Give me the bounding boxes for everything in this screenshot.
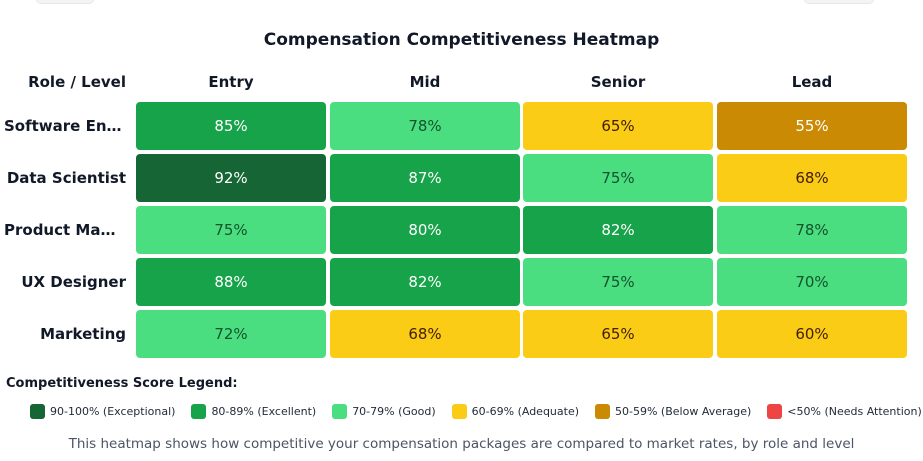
legend-label: 70-79% (Good) [352, 404, 436, 418]
legend-label: 60-69% (Adequate) [471, 404, 580, 418]
column-header-lead: Lead [791, 73, 833, 91]
heatmap-cell-product-mana-lead[interactable]: 78% [717, 206, 907, 254]
heatmap-cell-product-mana-entry[interactable]: 75% [136, 206, 326, 254]
column-header-mid: Mid [409, 73, 441, 91]
cell-value: 85% [214, 117, 248, 135]
legend-item: 60-69% (Adequate) [451, 403, 580, 419]
chart-title: Compensation Competitiveness Heatmap [263, 30, 660, 50]
heatmap-cell-data-scientist-lead[interactable]: 68% [717, 154, 907, 202]
legend-swatch [30, 403, 45, 419]
cell-value: 68% [408, 325, 442, 343]
cell-value: 80% [408, 221, 442, 239]
heatmap-cell-marketing-entry[interactable]: 72% [136, 310, 326, 358]
cell-value: 92% [214, 169, 248, 187]
cell-value: 87% [408, 169, 442, 187]
legend-item: <50% (Needs Attention) [767, 403, 922, 419]
row-label-marketing: Marketing [40, 325, 126, 343]
legend-swatch [332, 403, 348, 419]
heatmap-cell-marketing-lead[interactable]: 60% [717, 310, 907, 358]
column-header-entry: Entry [208, 73, 254, 91]
legend-label: 90-100% (Exceptional) [50, 404, 176, 418]
cell-value: 82% [408, 273, 442, 291]
heatmap-cell-ux-designer-mid[interactable]: 82% [330, 258, 520, 306]
heatmap-cell-ux-designer-entry[interactable]: 88% [136, 258, 326, 306]
legend: 90-100% (Exceptional) 80-89% (Excellent) 7… [30, 402, 923, 420]
row-label-software-engi: Software Engi... [4, 117, 126, 135]
heatmap-cell-product-mana-senior[interactable]: 82% [523, 206, 713, 254]
cell-value: 75% [214, 221, 248, 239]
cell-value: 72% [214, 325, 248, 343]
heatmap-cell-data-scientist-entry[interactable]: 92% [136, 154, 326, 202]
legend-item: 90-100% (Exceptional) [30, 403, 176, 419]
cell-value: 65% [601, 117, 635, 135]
cell-value: 75% [601, 273, 635, 291]
cell-value: 78% [795, 221, 829, 239]
heatmap-cell-ux-designer-senior[interactable]: 75% [523, 258, 713, 306]
top-right-control-edge [804, 0, 874, 4]
row-label-ux-designer: UX Designer [21, 273, 126, 291]
heatmap-cell-marketing-senior[interactable]: 65% [523, 310, 713, 358]
heatmap-cell-ux-designer-lead[interactable]: 70% [717, 258, 907, 306]
heatmap-cell-software-engi-entry[interactable]: 85% [136, 102, 326, 150]
legend-item: 50-59% (Below Average) [595, 403, 752, 419]
heatmap-cell-marketing-mid[interactable]: 68% [330, 310, 520, 358]
heatmap-cell-software-engi-lead[interactable]: 55% [717, 102, 907, 150]
legend-item: 70-79% (Good) [332, 403, 436, 419]
legend-label: 50-59% (Below Average) [615, 404, 752, 418]
heatmap-cell-software-engi-mid[interactable]: 78% [330, 102, 520, 150]
legend-label: <50% (Needs Attention) [787, 404, 922, 418]
cell-value: 65% [601, 325, 635, 343]
cell-value: 68% [795, 169, 829, 187]
row-label-product-mana: Product Mana... [4, 221, 126, 239]
cell-value: 78% [408, 117, 442, 135]
legend-label: 80-89% (Excellent) [211, 404, 317, 418]
legend-item: 80-89% (Excellent) [191, 403, 317, 419]
cell-value: 82% [601, 221, 635, 239]
heatmap-cell-data-scientist-mid[interactable]: 87% [330, 154, 520, 202]
row-label-data-scientist: Data Scientist [6, 169, 126, 187]
heatmap-grid: Role / Level Entry Mid Senior Lead Software … [0, 68, 923, 364]
cell-value: 60% [795, 325, 829, 343]
legend-swatch [191, 403, 207, 419]
cell-value: 55% [795, 117, 829, 135]
legend-swatch [767, 403, 783, 419]
column-header-senior: Senior [590, 73, 646, 91]
legend-title: Competitiveness Score Legend: [6, 376, 238, 391]
top-left-control-edge [36, 0, 94, 4]
cell-value: 70% [795, 273, 829, 291]
footnote: This heatmap shows how competitive your … [68, 436, 855, 452]
heatmap-cell-software-engi-senior[interactable]: 65% [523, 102, 713, 150]
corner-header: Role / Level [28, 73, 126, 91]
legend-swatch [451, 403, 467, 419]
heatmap-cell-product-mana-mid[interactable]: 80% [330, 206, 520, 254]
heatmap-cell-data-scientist-senior[interactable]: 75% [523, 154, 713, 202]
cell-value: 88% [214, 273, 248, 291]
legend-swatch [595, 403, 611, 419]
cell-value: 75% [601, 169, 635, 187]
